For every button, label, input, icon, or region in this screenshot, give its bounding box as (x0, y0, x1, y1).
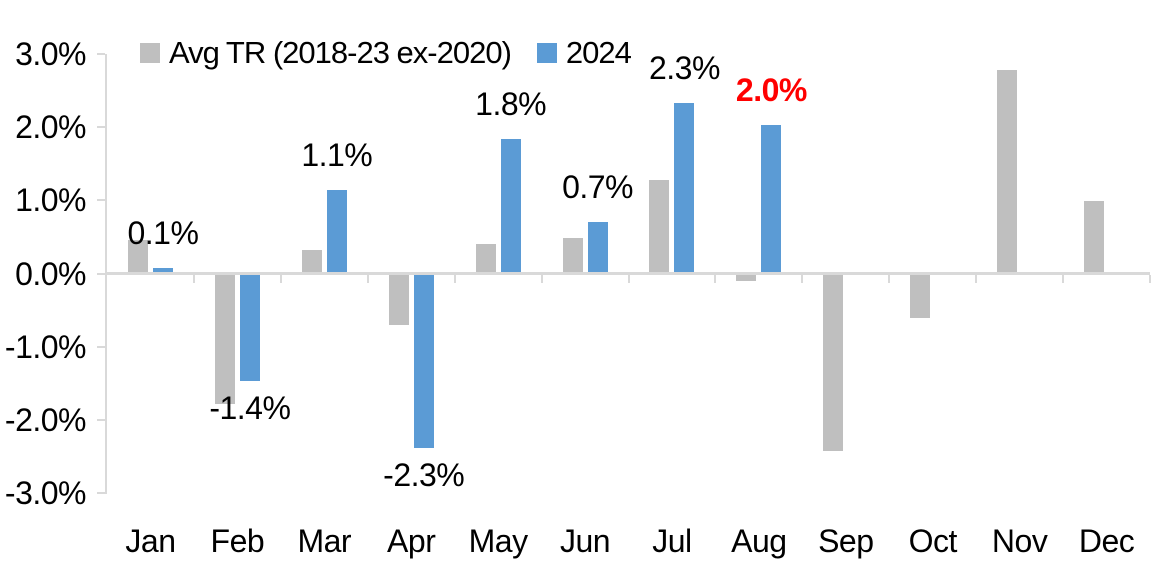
x-axis-tick (1149, 275, 1151, 283)
y-axis-tick (97, 199, 105, 202)
bar-2024-jul (674, 102, 695, 272)
x-axis-label-may: May (468, 523, 528, 559)
x-axis-label-nov: Nov (991, 523, 1048, 559)
legend: Avg TR (2018-23 ex-2020) 2024 (140, 36, 657, 70)
legend-item-avg: Avg TR (2018-23 ex-2020) (140, 35, 512, 70)
bar-2024-mar (326, 189, 347, 272)
y-axis-label: -3.0% (4, 475, 87, 512)
bar-value-label-jan: 0.1% (127, 214, 199, 251)
x-axis-label-aug: Aug (731, 523, 787, 559)
y-axis-label: -2.0% (4, 402, 87, 439)
bar-avg-sep (823, 275, 844, 451)
bar-avg-nov (997, 69, 1018, 272)
bar-avg-mar (301, 250, 322, 272)
y-axis-label: 2.0% (15, 108, 86, 145)
x-axis-label-dec: Dec (1078, 523, 1135, 559)
bar-2024-aug (761, 125, 782, 272)
x-axis-label-apr: Apr (387, 523, 436, 559)
bar-2024-apr (413, 275, 434, 448)
x-axis-tick (975, 275, 978, 283)
y-axis-tick (97, 345, 105, 348)
bar-2024-jan (152, 267, 173, 272)
y-axis-tick (97, 125, 105, 128)
y-axis-label: -1.0% (4, 328, 87, 365)
legend-swatch-avg-icon (140, 43, 160, 63)
bar-avg-apr (388, 275, 409, 325)
legend-label-avg: Avg TR (2018-23 ex-2020) (169, 35, 512, 70)
x-axis-tick (192, 275, 195, 283)
y-axis-label: 3.0% (15, 35, 86, 72)
bar-2024-jun (587, 222, 608, 272)
y-axis-label: 1.0% (15, 182, 86, 219)
legend-swatch-2024-icon (536, 43, 557, 63)
y-axis-tick (97, 272, 105, 275)
x-axis-label-jul: Jul (652, 523, 692, 559)
x-axis-tick (279, 275, 282, 283)
x-axis-label-feb: Feb (210, 523, 265, 559)
x-axis-label-oct: Oct (908, 523, 958, 559)
x-axis-label-jan: Jan (125, 523, 176, 559)
y-axis-tick (97, 52, 105, 55)
x-axis-tick (714, 275, 717, 283)
x-axis-tick (888, 275, 891, 283)
bar-value-label-aug: 2.0% (735, 72, 807, 109)
bar-avg-aug (736, 275, 757, 281)
x-axis-tick (540, 275, 543, 283)
x-axis-line (105, 272, 1150, 275)
x-axis-tick (366, 275, 369, 283)
bar-value-label-mar: 1.1% (301, 136, 373, 173)
bar-value-label-apr: -2.3% (383, 456, 465, 493)
y-axis-tick (97, 492, 105, 495)
legend-item-2024: 2024 (536, 35, 632, 70)
y-axis-label: 0.0% (15, 255, 86, 292)
bar-avg-jan (127, 240, 148, 272)
y-axis-tick (97, 419, 105, 422)
bar-value-label-may: 1.8% (475, 85, 547, 122)
bar-2024-may (500, 138, 521, 272)
bar-avg-feb (214, 275, 235, 404)
x-axis-tick (801, 275, 804, 283)
x-axis-label-sep: Sep (818, 523, 874, 559)
x-axis-tick (453, 275, 456, 283)
x-axis-tick (1062, 275, 1065, 283)
x-axis-tick (627, 275, 630, 283)
bar-value-label-feb: -1.4% (209, 389, 291, 426)
bar-value-label-jun: 0.7% (562, 169, 633, 206)
bar-value-label-jul: 2.3% (648, 49, 720, 86)
legend-label-2024: 2024 (565, 35, 632, 70)
bar-avg-jun (562, 238, 583, 272)
bar-avg-jul (649, 179, 670, 272)
bar-avg-dec (1084, 200, 1105, 272)
bar-avg-may (475, 244, 496, 272)
bar-2024-feb (239, 275, 260, 381)
x-axis-label-jun: Jun (559, 523, 611, 559)
bar-avg-oct (910, 275, 931, 318)
x-axis-label-mar: Mar (297, 523, 352, 559)
